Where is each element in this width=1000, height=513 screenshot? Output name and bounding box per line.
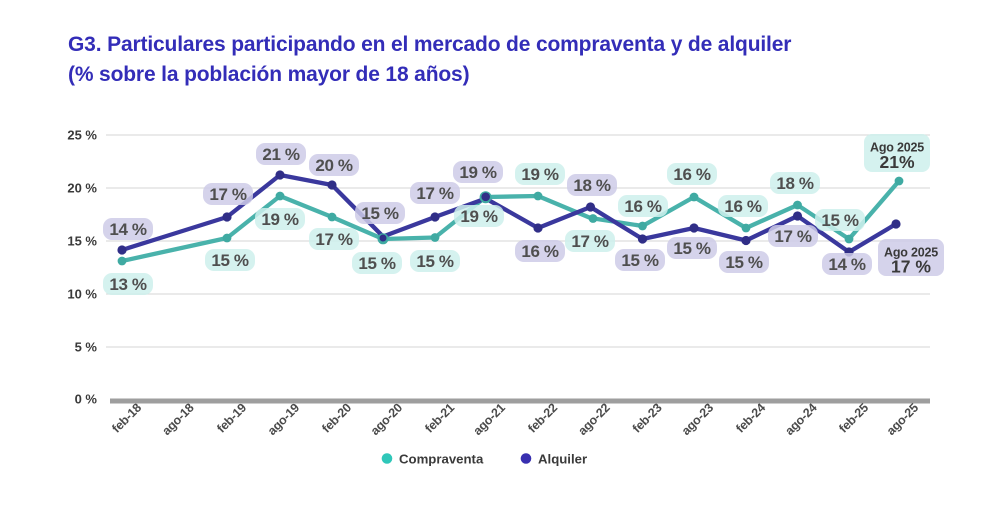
svg-text:20 %: 20 % xyxy=(315,156,352,175)
svg-text:17 %: 17 % xyxy=(891,257,931,277)
svg-text:17 %: 17 % xyxy=(416,184,453,203)
svg-text:21%: 21% xyxy=(879,152,914,172)
svg-text:13 %: 13 % xyxy=(109,275,146,294)
svg-text:15 %: 15 % xyxy=(211,251,248,270)
svg-text:15 %: 15 % xyxy=(621,251,658,270)
svg-text:17 %: 17 % xyxy=(774,227,811,246)
svg-text:10 %: 10 % xyxy=(67,287,97,302)
svg-text:21 %: 21 % xyxy=(262,145,299,164)
svg-text:18 %: 18 % xyxy=(776,174,813,193)
svg-text:16 %: 16 % xyxy=(673,165,710,184)
svg-text:Ago 2025: Ago 2025 xyxy=(884,246,938,260)
svg-text:19 %: 19 % xyxy=(460,207,497,226)
svg-text:17 %: 17 % xyxy=(571,232,608,251)
svg-text:(% sobre la población mayor de: (% sobre la población mayor de 18 años) xyxy=(68,63,469,86)
svg-text:19 %: 19 % xyxy=(261,210,298,229)
svg-text:15 %: 15 % xyxy=(416,252,453,271)
svg-text:14 %: 14 % xyxy=(109,220,146,239)
svg-text:15 %: 15 % xyxy=(725,253,762,272)
svg-text:14 %: 14 % xyxy=(828,255,865,274)
svg-text:25 %: 25 % xyxy=(67,128,97,143)
svg-text:15 %: 15 % xyxy=(673,239,710,258)
svg-text:15 %: 15 % xyxy=(67,234,97,249)
svg-text:15 %: 15 % xyxy=(821,211,858,230)
svg-text:15 %: 15 % xyxy=(361,204,398,223)
svg-text:Ago 2025: Ago 2025 xyxy=(870,141,924,155)
svg-text:16 %: 16 % xyxy=(521,242,558,261)
svg-text:0 %: 0 % xyxy=(75,392,98,407)
svg-text:Compraventa: Compraventa xyxy=(399,452,484,467)
svg-text:15 %: 15 % xyxy=(358,254,395,273)
svg-text:5 %: 5 % xyxy=(75,340,98,355)
svg-text:17 %: 17 % xyxy=(315,230,352,249)
svg-text:G3. Particulares participando: G3. Particulares participando en el merc… xyxy=(68,33,791,56)
svg-text:16 %: 16 % xyxy=(624,197,661,216)
svg-text:Alquiler: Alquiler xyxy=(538,452,587,467)
svg-text:17 %: 17 % xyxy=(209,185,246,204)
svg-text:18 %: 18 % xyxy=(573,176,610,195)
svg-text:19 %: 19 % xyxy=(459,163,496,182)
svg-text:16 %: 16 % xyxy=(724,197,761,216)
svg-text:19 %: 19 % xyxy=(521,165,558,184)
svg-text:20 %: 20 % xyxy=(67,181,97,196)
